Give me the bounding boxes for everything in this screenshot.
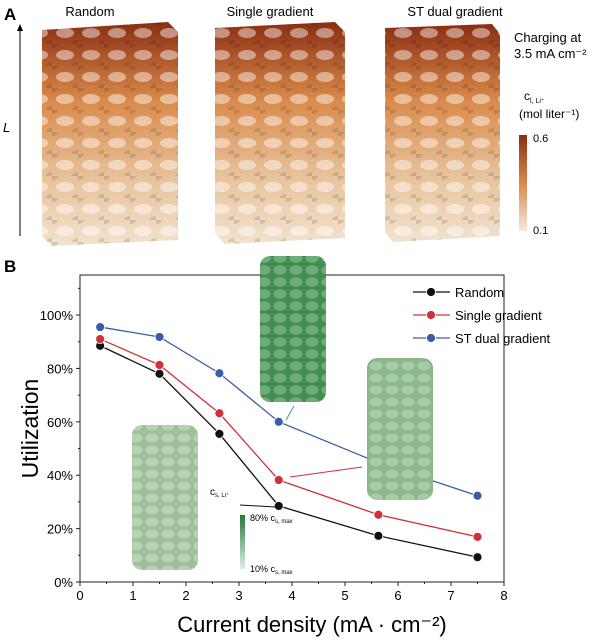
column-label-st-dual-gradient: ST dual gradient [407, 4, 503, 19]
x-axis-label: Current density (mA · cm⁻²) [177, 612, 447, 637]
data-point [472, 531, 483, 542]
data-point [95, 322, 106, 332]
panel-b-label: B [4, 257, 16, 276]
data-point [273, 416, 284, 427]
data-point [273, 475, 284, 485]
y-tick-label: 0% [54, 575, 73, 590]
panel-a-label: A [4, 5, 16, 24]
x-tick-label: 1 [129, 588, 136, 603]
column-single-gradient [215, 22, 345, 244]
inset-colorbar-max: 80% cs, max [250, 513, 293, 525]
data-point [154, 368, 165, 379]
inset-single-gradient-particles [367, 358, 433, 500]
legend-label: Single gradient [455, 308, 542, 323]
data-point [273, 501, 284, 511]
data-point [154, 332, 165, 342]
x-tick-label: 3 [235, 588, 242, 603]
condition-line1: Charging at [514, 30, 582, 45]
inset-colorbar-min: 10% cs, max [250, 564, 293, 576]
pointer-arrow-random [239, 504, 276, 508]
x-tick-label: 8 [500, 588, 507, 603]
data-point [154, 360, 165, 370]
inset-st-dual-particles [260, 256, 326, 402]
inset-random-particles [132, 425, 198, 570]
colorbar-orange [519, 135, 527, 231]
column-st-dual-gradient [385, 24, 500, 242]
inset-colorbar-title: cs, Li⁺ [210, 487, 229, 499]
colorbar-title: cl, Li⁺ [524, 89, 545, 105]
legend-marker [426, 333, 436, 343]
series-line-1 [99, 338, 478, 538]
arrow-head-icon [17, 24, 23, 31]
data-point [214, 408, 225, 419]
pointer-arrow-single [289, 466, 363, 478]
colorbar-max: 0.6 [533, 133, 548, 145]
y-tick-label: 100% [40, 308, 74, 323]
inset-colorbar [240, 515, 245, 569]
column-random [42, 22, 178, 246]
data-point [472, 552, 483, 563]
x-tick-label: 0 [76, 588, 83, 603]
y-tick-label: 60% [47, 415, 73, 430]
data-point [214, 368, 225, 379]
data-point [373, 530, 384, 541]
legend-marker [426, 287, 436, 297]
x-tick-label: 2 [182, 588, 189, 603]
data-point [373, 509, 384, 520]
legend-label: Random [455, 285, 504, 300]
x-tick-label: 6 [394, 588, 401, 603]
y-tick-label: 80% [47, 361, 73, 376]
x-tick-label: 7 [447, 588, 454, 603]
data-point [95, 334, 106, 344]
y-tick-label: 20% [47, 522, 73, 537]
condition-line2: 3.5 mA cm⁻² [514, 46, 587, 61]
x-tick-label: 5 [341, 588, 348, 603]
column-label-single-gradient: Single gradient [227, 4, 314, 19]
legend-marker [426, 310, 436, 320]
x-tick-label: 4 [288, 588, 295, 603]
data-point [214, 428, 225, 439]
data-point [472, 490, 483, 501]
legend-label: ST dual gradient [455, 331, 551, 346]
pointer-arrow-st [285, 405, 295, 421]
colorbar-min: 0.1 [533, 225, 548, 237]
series-line-0 [99, 345, 478, 558]
column-label-random: Random [65, 4, 114, 19]
colorbar-unit: (mol liter⁻¹) [519, 107, 579, 121]
y-tick-label: 40% [47, 468, 73, 483]
y-axis-label: Utilization [17, 379, 43, 479]
length-axis-label: L [3, 120, 10, 135]
